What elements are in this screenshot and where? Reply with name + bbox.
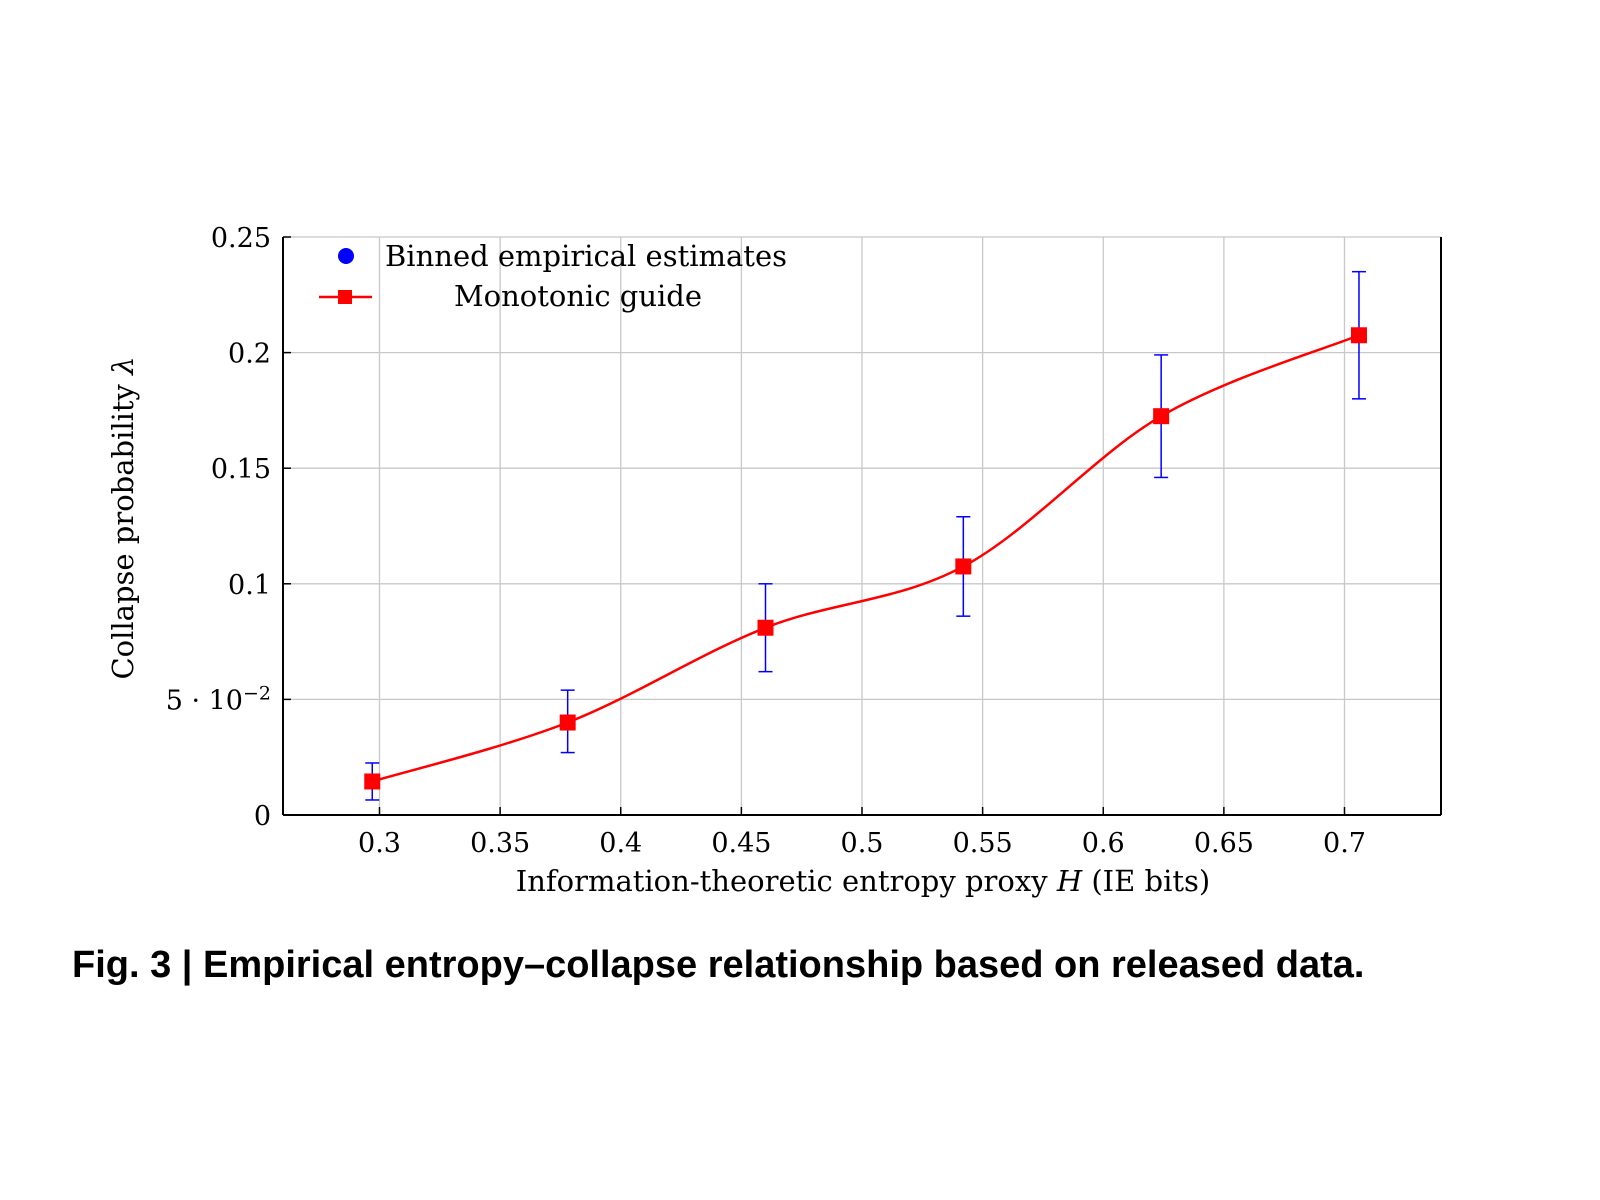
grid-lines <box>283 236 1441 815</box>
figure-caption: Fig. 3 | Empirical entropy–collapse rela… <box>72 944 1364 986</box>
x-axis-title: Information-theoretic entropy proxy H (I… <box>516 864 1210 898</box>
guide-marker-2 <box>757 619 774 636</box>
legend-label-binned: Binned empirical estimates <box>385 239 787 273</box>
guide-line-layer <box>371 334 1360 783</box>
plot-frame <box>282 236 1442 816</box>
legend-marker-guide <box>338 290 352 304</box>
legend-marker-binned <box>338 248 354 264</box>
x-tick-label-5: 0.55 <box>953 828 1013 859</box>
y-tick-label-3: 0.15 <box>211 454 271 485</box>
x-tick-label-0: 0.3 <box>358 828 401 859</box>
x-tick-label-3: 0.45 <box>711 828 771 859</box>
x-tick-label-2: 0.4 <box>599 828 642 859</box>
guide-marker-0 <box>364 773 381 790</box>
guide-marker-5 <box>1350 327 1367 344</box>
x-tick-label-4: 0.5 <box>841 828 884 859</box>
guide-marker-1 <box>559 714 576 731</box>
y-tick-label-5: 0.25 <box>211 223 271 254</box>
legend-label-guide: Monotonic guide <box>454 279 702 313</box>
y-axis-title: Collapse probability λ <box>106 356 140 679</box>
y-tick-label-0: 0 <box>254 801 271 832</box>
x-tick-label-1: 0.35 <box>470 828 530 859</box>
legend: Binned empirical estimates Monotonic gui… <box>319 239 787 313</box>
y-tick-label-2: 0.1 <box>228 570 271 601</box>
y-tick-label-1: 5 · 10−2 <box>166 682 271 716</box>
data-markers <box>364 327 1367 790</box>
guide-marker-4 <box>1153 408 1170 425</box>
guide-line <box>371 334 1360 783</box>
error-bars <box>365 270 1366 801</box>
guide-marker-3 <box>955 558 972 575</box>
x-tick-label-8: 0.7 <box>1323 828 1366 859</box>
y-tick-label-4: 0.2 <box>228 339 271 370</box>
x-tick-label-6: 0.6 <box>1082 828 1125 859</box>
x-tick-label-7: 0.65 <box>1194 828 1254 859</box>
tick-labels: 0.3 0.35 0.4 0.45 0.5 0.55 0.6 0.65 0.7 0 5 · 10−2… <box>166 223 1366 859</box>
